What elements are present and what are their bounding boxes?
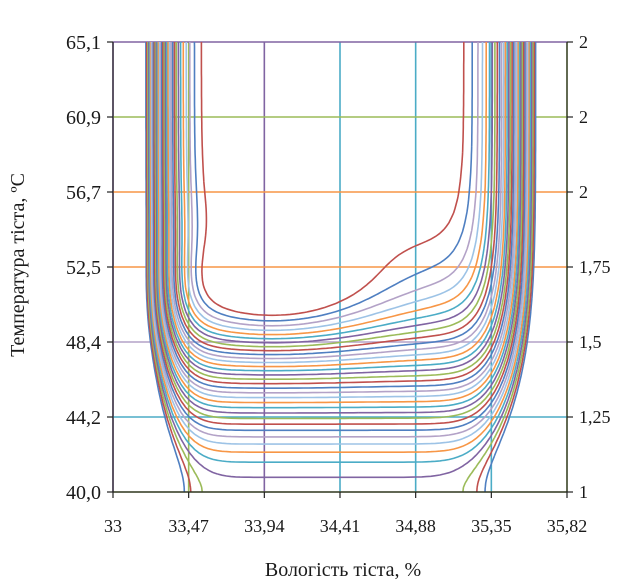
contour-line [148, 42, 531, 463]
contour-line [153, 42, 525, 425]
y-tick-label: 56,7 [66, 182, 101, 204]
contour-line [173, 42, 499, 352]
y-axis-title: Температура тіста, ºС [7, 173, 29, 357]
contour-line [168, 42, 505, 364]
contour-line [159, 42, 516, 394]
contour-lines [145, 41, 537, 493]
contour-line [175, 42, 496, 348]
left-axis-ticks: 40,0 44,2 48,4 52,5 56,7 60,9 65,1 [66, 32, 113, 504]
y2-tick-label: 1,5 [579, 332, 602, 352]
contour-line [155, 42, 522, 414]
y2-tick-label: 1,25 [579, 407, 611, 427]
y-tick-label: 44,2 [66, 407, 101, 429]
contour-line [170, 42, 503, 360]
x-tick-label: 34,88 [395, 516, 436, 536]
contour-line [164, 42, 510, 376]
y-tick-label: 40,0 [66, 482, 101, 504]
contour-line [147, 42, 534, 493]
x-tick-label: 33,94 [244, 516, 285, 536]
x-tick-label: 34,41 [320, 516, 361, 536]
y-tick-label: 60,9 [66, 107, 101, 129]
contour-line [171, 42, 501, 356]
y2-tick-label: 2 [579, 182, 588, 202]
y2-tick-label: 1 [579, 482, 588, 502]
contour-line [150, 42, 529, 445]
y-tick-label: 65,1 [66, 32, 101, 54]
x-tick-label: 33 [104, 516, 122, 536]
right-axis-ticks: 1 1,25 1,5 1,75 2 2 2 [567, 32, 611, 502]
contour-line [157, 42, 519, 404]
contour-line [161, 42, 515, 389]
contour-line [162, 42, 513, 385]
contour-line [154, 42, 523, 420]
contour-line [149, 42, 530, 453]
contour-line [156, 42, 521, 409]
contour-line [182, 42, 487, 336]
contour-line [145, 42, 537, 493]
x-tick-label: 33,47 [168, 516, 209, 536]
x-axis-title: Вологість тіста, % [265, 559, 421, 581]
contour-line [193, 41, 473, 322]
contour-line [166, 42, 508, 372]
y2-tick-label: 2 [579, 32, 588, 52]
contour-line [147, 42, 533, 479]
y2-tick-label: 2 [579, 107, 588, 127]
contour-line [158, 42, 518, 399]
contour-line [146, 42, 536, 493]
contour-line [177, 42, 494, 344]
contour-line [200, 42, 465, 317]
contour-line [185, 42, 484, 332]
y2-tick-label: 1,75 [579, 257, 611, 277]
contour-line [189, 42, 479, 327]
y-tick-label: 52,5 [66, 257, 101, 279]
contour-line [167, 42, 507, 368]
contour-line [151, 42, 527, 438]
contour-line [163, 42, 512, 380]
contour-line [152, 42, 526, 432]
x-tick-label: 35,35 [471, 516, 512, 536]
x-tick-label: 35,82 [547, 516, 588, 536]
contour-line [179, 42, 491, 340]
bottom-axis-ticks: 33 33,47 33,94 34,41 34,88 35,35 35,82 [104, 492, 587, 536]
y-tick-label: 48,4 [66, 332, 101, 354]
